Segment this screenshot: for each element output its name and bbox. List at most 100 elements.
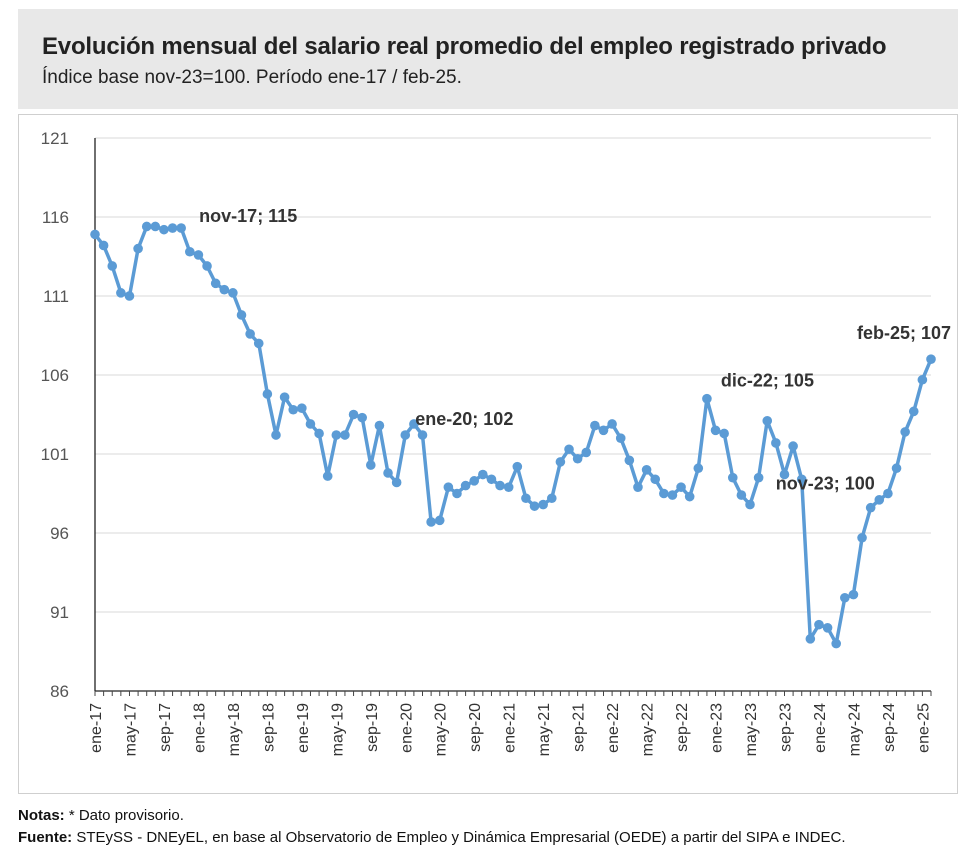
data-point (521, 493, 531, 504)
data-point (736, 490, 747, 500)
data-point (908, 406, 919, 417)
chart-subtitle: Índice base nov-23=100. Período ene-17 /… (42, 67, 462, 88)
data-label: ene-20; 102 (415, 409, 513, 429)
data-label: feb-25; 107 (857, 323, 951, 343)
data-point (141, 221, 152, 232)
data-point (710, 425, 721, 436)
data-point (857, 532, 867, 543)
data-point (702, 393, 712, 404)
data-point (753, 472, 764, 483)
data-point (719, 428, 729, 439)
data-point (288, 404, 299, 415)
data-point (659, 488, 669, 499)
x-tick-label: sep-17 (157, 703, 174, 752)
data-point (202, 261, 212, 271)
x-tick-label: sep-18 (260, 703, 277, 752)
x-tick-label: ene-24 (812, 703, 829, 753)
data-point (581, 447, 592, 458)
data-point (365, 460, 376, 470)
data-point (219, 284, 230, 295)
data-point (297, 403, 307, 413)
data-point (159, 224, 169, 235)
data-point (210, 278, 221, 289)
data-point (779, 469, 790, 480)
data-point (512, 461, 523, 472)
x-tick-label: may-21 (536, 703, 553, 756)
x-tick-label: ene-20 (398, 703, 415, 753)
data-point (693, 463, 704, 474)
data-point (167, 223, 178, 233)
source-text: STEySS - DNEyEL, en base al Observatorio… (72, 829, 846, 846)
data-point (555, 457, 566, 467)
y-tick-label: 91 (50, 603, 69, 622)
x-tick-label: sep-23 (777, 703, 794, 752)
source-line: Fuente: STEySS - DNEyEL, en base al Obse… (18, 827, 846, 849)
data-point (667, 490, 678, 500)
data-point (503, 482, 514, 492)
data-point (745, 499, 755, 510)
data-point (771, 438, 781, 448)
x-tick-label: sep-24 (881, 703, 898, 752)
y-tick-label: 116 (42, 208, 69, 227)
y-tick-label: 96 (50, 524, 69, 543)
x-tick-label: ene-21 (502, 703, 519, 753)
x-tick-label: ene-17 (88, 703, 105, 753)
x-tick-label: sep-19 (364, 703, 381, 752)
notes-text: * Dato provisorio. (64, 807, 184, 824)
data-point (650, 474, 661, 485)
data-point (391, 477, 402, 488)
data-point (788, 441, 798, 451)
x-tick-label: ene-23 (709, 703, 726, 753)
data-point (90, 229, 100, 240)
data-point (538, 499, 548, 510)
data-point (348, 409, 359, 420)
data-point (305, 419, 316, 429)
chart-header: Evolución mensual del salario real prome… (18, 9, 958, 109)
data-point (116, 288, 126, 298)
chart-title: Evolución mensual del salario real prome… (42, 33, 887, 60)
data-point (245, 329, 255, 339)
data-point (727, 472, 738, 483)
data-point (279, 392, 290, 402)
data-point (322, 471, 333, 481)
data-point (176, 223, 186, 233)
data-point (374, 420, 385, 431)
data-point (314, 428, 324, 439)
data-point (641, 465, 652, 475)
x-tick-label: may-17 (122, 703, 139, 756)
data-point (831, 638, 841, 649)
data-point (684, 491, 695, 502)
data-point (357, 412, 367, 423)
x-tick-label: may-18 (226, 703, 243, 756)
y-tick-label: 101 (41, 445, 69, 464)
notes-label: Notas: (18, 807, 65, 824)
data-point (495, 480, 505, 491)
data-point (443, 482, 454, 492)
data-point (796, 474, 807, 485)
data-point (917, 374, 928, 385)
data-point (900, 427, 910, 437)
data-point (676, 482, 686, 492)
data-point (624, 455, 635, 466)
data-point (262, 389, 273, 399)
notes-block: Notas: * Dato provisorio. Fuente: STEySS… (18, 805, 846, 849)
data-point (228, 288, 238, 298)
data-point (383, 468, 393, 478)
x-tick-label: may-19 (329, 703, 346, 756)
data-point (883, 488, 893, 499)
data-point (762, 416, 773, 426)
data-point (926, 354, 936, 364)
data-point (193, 250, 204, 260)
data-point (805, 634, 816, 644)
data-point (409, 419, 419, 429)
y-tick-label: 121 (41, 129, 69, 148)
data-point (133, 243, 143, 254)
data-point (417, 430, 428, 440)
x-tick-label: ene-18 (191, 703, 208, 753)
x-tick-label: may-22 (640, 703, 657, 756)
data-point (469, 476, 480, 486)
data-point (814, 619, 824, 630)
data-point (460, 480, 471, 491)
data-point (874, 495, 885, 505)
chart-frame: 121 116 111 106 101 96 91 86 ene-17 may-17 sep-17 e… (18, 114, 958, 794)
